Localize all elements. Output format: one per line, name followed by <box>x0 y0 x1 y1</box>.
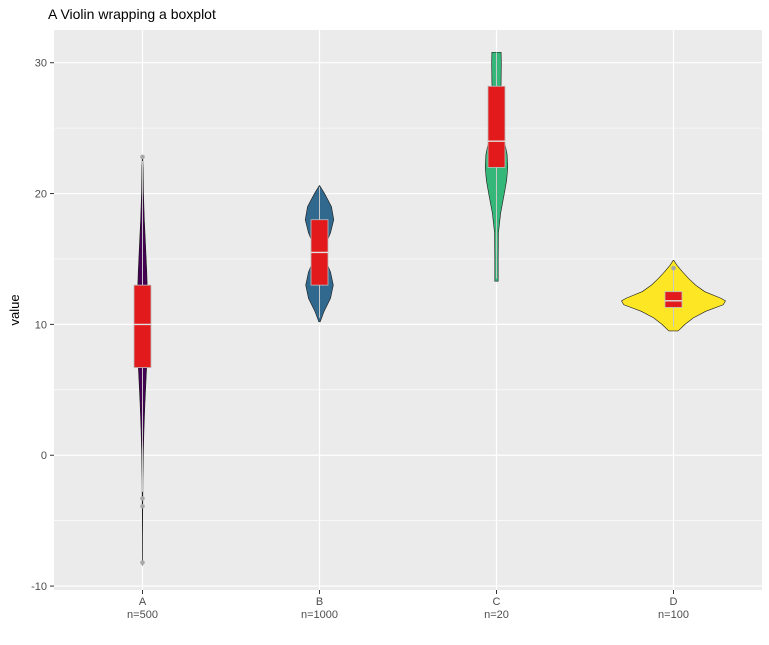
outlier-point <box>140 154 145 160</box>
outlier-point <box>671 265 676 271</box>
outlier-point <box>140 503 145 509</box>
outlier-point <box>140 496 145 501</box>
x-tick-label: C <box>493 596 501 608</box>
y-tick-label: 30 <box>35 58 47 70</box>
x-tick-sublabel: n=20 <box>484 609 509 621</box>
box-C <box>487 85 506 168</box>
box-A <box>133 284 152 368</box>
y-tick-label: -10 <box>31 581 47 593</box>
y-tick-label: 20 <box>35 189 47 201</box>
axes: -10 0 10 20 30 An=500 Bn=1000 Cn=20 Dn=100 <box>31 58 689 621</box>
x-tick-label: A <box>139 596 147 608</box>
y-tick-label: 10 <box>35 319 47 331</box>
x-tick-sublabel: n=1000 <box>301 609 338 621</box>
x-tick-sublabel: n=100 <box>658 609 689 621</box>
outlier-point <box>140 560 145 565</box>
x-tick-label: B <box>316 596 323 608</box>
box-D <box>664 291 683 308</box>
x-tick-label: D <box>670 596 678 608</box>
boxplot-layer <box>133 52 683 565</box>
x-tick-sublabel: n=500 <box>127 609 158 621</box>
y-tick-label: 0 <box>41 450 47 462</box>
major-gridlines <box>54 30 762 590</box>
chart-title: A Violin wrapping a boxplot <box>48 6 216 22</box>
y-axis-title: value <box>7 294 22 325</box>
minor-gridlines <box>54 127 762 521</box>
